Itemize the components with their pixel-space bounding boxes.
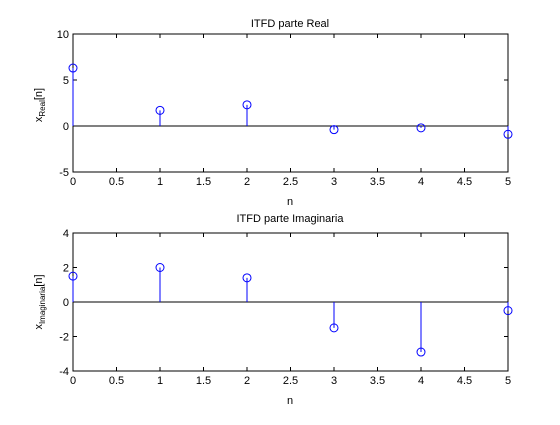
x-tick-label: 0 (70, 176, 76, 188)
x-tick-label: 1.5 (196, 375, 211, 387)
subplot-imaginaria-xlabel: n (287, 395, 293, 407)
x-tick-label: 2 (244, 176, 250, 188)
x-tick-label: 4.5 (457, 176, 472, 188)
x-tick-label: 0.5 (109, 375, 124, 387)
x-tick-label: 1 (157, 176, 163, 188)
x-tick-label: 3.5 (370, 176, 385, 188)
x-tick-label: 4 (418, 176, 424, 188)
x-tick-label: 0.5 (109, 176, 124, 188)
stem-marker (416, 347, 426, 357)
stem-marker (242, 273, 252, 283)
x-tick-label: 3 (331, 176, 337, 188)
x-tick-label: 3 (331, 375, 337, 387)
stem-marker (155, 263, 165, 272)
subplot-real-ylabel: xReal[n] (33, 88, 47, 122)
y-tick-label: 2 (63, 263, 69, 275)
y-tick-label: 0 (63, 121, 69, 133)
x-tick-label: 2.5 (283, 176, 298, 188)
x-tick-label: 5 (505, 375, 511, 387)
subplot-real-xlabel: n (287, 196, 293, 208)
subplot-real-title: ITFD parte Real (251, 18, 329, 30)
subplot-imaginaria: ITFD parte Imaginaria n xImaginaria[n] 0… (33, 213, 513, 407)
x-tick-label: 4.5 (457, 375, 472, 387)
stem-marker (242, 100, 252, 110)
subplot-real: ITFD parte Real n xReal[n] 0 0.5 1 1.5 2 2.5 3… (33, 18, 513, 208)
y-tick-label: 10 (57, 29, 69, 41)
x-tick-label: 1 (157, 375, 163, 387)
x-tick-label: 2.5 (283, 375, 298, 387)
x-tick-label: 4 (418, 375, 424, 387)
subplot-imaginaria-ylabel: xImaginaria[n] (33, 274, 47, 329)
x-tick-label: 2 (244, 375, 250, 387)
stem-marker (68, 63, 78, 73)
stem-marker (329, 125, 339, 135)
y-tick-label: -4 (59, 366, 69, 378)
stem-marker (503, 129, 513, 139)
stem-marker (503, 306, 513, 316)
stem-marker (155, 105, 165, 115)
stem-marker (416, 123, 426, 133)
x-tick-label: 0 (70, 375, 76, 387)
y-tick-label: 5 (63, 75, 69, 87)
y-tick-label: -2 (59, 332, 69, 344)
y-tick-label: 4 (63, 228, 69, 240)
x-tick-label: 3.5 (370, 375, 385, 387)
y-tick-label: -5 (59, 167, 69, 179)
subplot-imaginaria-title: ITFD parte Imaginaria (237, 213, 345, 225)
x-tick-label: 5 (505, 176, 511, 188)
axes-frame-real (72, 33, 509, 173)
x-tick-label: 1.5 (196, 176, 211, 188)
stem-marker (68, 271, 78, 281)
stem-marker (329, 323, 339, 333)
y-tick-label: 0 (63, 297, 69, 309)
